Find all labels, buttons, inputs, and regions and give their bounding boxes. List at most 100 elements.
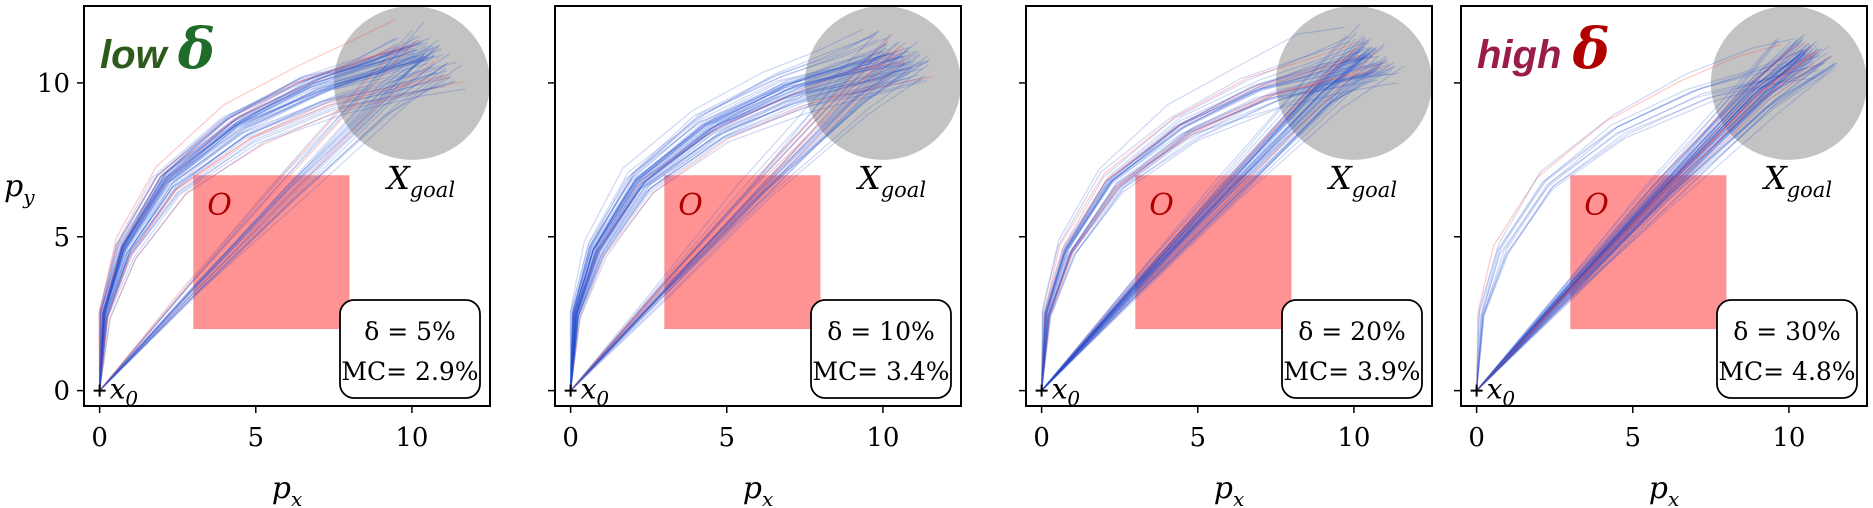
trajectory-upper <box>570 63 905 391</box>
trajectory-lower <box>1041 56 1365 392</box>
trajectory-lower <box>99 44 433 392</box>
trajectory-lower <box>99 46 434 392</box>
trajectory-upper <box>99 48 405 391</box>
trajectory-lower <box>99 35 416 391</box>
trajectory-upper <box>99 58 429 391</box>
start-label: x0 <box>1052 373 1081 411</box>
trajectory-lower <box>1041 46 1384 392</box>
trajectory-lower <box>1041 65 1405 392</box>
trajectory-lower <box>570 52 896 392</box>
x-axis-label: px <box>272 471 303 508</box>
trajectory-lower <box>1041 55 1380 392</box>
trajectory-upper <box>1041 26 1345 391</box>
trajectory-upper <box>570 49 877 391</box>
trajectory-upper <box>570 50 910 391</box>
plot-area <box>564 6 961 397</box>
trajectory-lower <box>99 55 435 392</box>
trajectory-upper <box>570 59 898 391</box>
trajectory-upper <box>570 51 898 391</box>
trajectory-upper <box>1041 72 1400 391</box>
axes-frame <box>1025 5 1433 407</box>
trajectory-lower <box>1476 42 1799 392</box>
trajectory-lower <box>1041 24 1361 391</box>
trajectory-upper <box>1041 39 1370 391</box>
corner-symbol: δ <box>177 16 215 82</box>
x-tick-label: 10 <box>395 423 428 453</box>
trajectory-lower <box>570 43 887 391</box>
trajectory-lower <box>570 53 920 392</box>
trajectory-upper <box>99 40 424 391</box>
trajectory-upper <box>1041 82 1398 391</box>
trajectory-lower <box>1041 53 1366 392</box>
trajectory-upper <box>570 51 891 391</box>
plot-area <box>93 6 490 397</box>
trajectory-upper <box>570 58 904 391</box>
trajectory-lower <box>1041 54 1373 392</box>
trajectory-upper <box>1476 55 1821 391</box>
trajectory-upper <box>570 53 885 391</box>
trajectory-lower <box>1476 42 1796 391</box>
trajectory-upper <box>570 53 874 391</box>
trajectory-upper <box>99 53 416 391</box>
trajectory-upper <box>1041 51 1361 391</box>
corner-symbol: δ <box>1572 16 1610 82</box>
trajectory-upper <box>570 37 887 391</box>
trajectory-lower <box>570 48 909 392</box>
trajectory-lower <box>1041 47 1373 392</box>
trajectory-upper <box>570 73 909 391</box>
trajectory-lower <box>1476 57 1814 392</box>
trajectory-lower <box>99 67 447 392</box>
trajectory-upper <box>570 53 895 391</box>
x-tick-label: 5 <box>247 423 264 453</box>
trajectory-lower <box>1041 64 1379 392</box>
trajectory-lower <box>99 64 447 392</box>
obstacle-label: O <box>1149 188 1174 223</box>
trajectory-lower <box>1476 53 1810 392</box>
trajectory-upper <box>99 85 446 391</box>
trajectory-lower <box>1476 33 1806 391</box>
trajectory-lower <box>1476 48 1822 392</box>
x-tick-label: 10 <box>1772 423 1805 453</box>
trajectory-lower <box>570 34 893 391</box>
trajectory-upper <box>570 55 887 391</box>
trajectory-lower <box>1041 38 1357 391</box>
trajectory-lower <box>1041 61 1375 392</box>
trajectory-lower <box>99 62 435 392</box>
trajectory-upper <box>1041 40 1361 391</box>
trajectory-lower <box>1476 48 1793 392</box>
goal-label-sub: goal <box>881 178 926 202</box>
trajectory-lower <box>1041 41 1365 391</box>
trajectory-lower <box>1041 48 1377 392</box>
trajectory-lower <box>1476 73 1826 392</box>
goal-region <box>804 6 961 160</box>
trajectory-lower <box>1476 45 1817 392</box>
trajectory-upper <box>570 48 888 391</box>
trajectory-lower <box>1476 47 1807 392</box>
goal-label: Xgoal <box>855 159 926 202</box>
trajectory-upper <box>99 49 418 391</box>
trajectory-upper <box>570 60 894 391</box>
trajectory-upper <box>99 53 425 391</box>
trajectory-upper <box>99 71 438 391</box>
trajectory-lower <box>1041 38 1366 392</box>
trajectory-lower <box>1041 35 1347 391</box>
trajectory-lower <box>1476 39 1803 391</box>
trajectory-upper <box>570 74 919 391</box>
trajectory-upper <box>99 37 430 391</box>
goal-label-sub: goal <box>1352 178 1397 202</box>
trajectory-lower <box>570 58 900 392</box>
mc-value: MC= 3.9% <box>1283 357 1420 386</box>
trajectory-lower <box>570 34 891 391</box>
trajectory-lower <box>99 39 419 391</box>
trajectory-lower <box>1041 47 1375 392</box>
trajectory-upper <box>99 47 402 391</box>
trajectory-upper <box>1041 61 1387 391</box>
trajectory-upper <box>1041 53 1372 391</box>
trajectory-upper <box>1041 48 1358 391</box>
trajectory-upper <box>99 44 414 391</box>
trajectory-lower <box>1041 59 1386 392</box>
trajectory-upper <box>1041 54 1363 391</box>
obstacle-label: O <box>678 188 703 223</box>
